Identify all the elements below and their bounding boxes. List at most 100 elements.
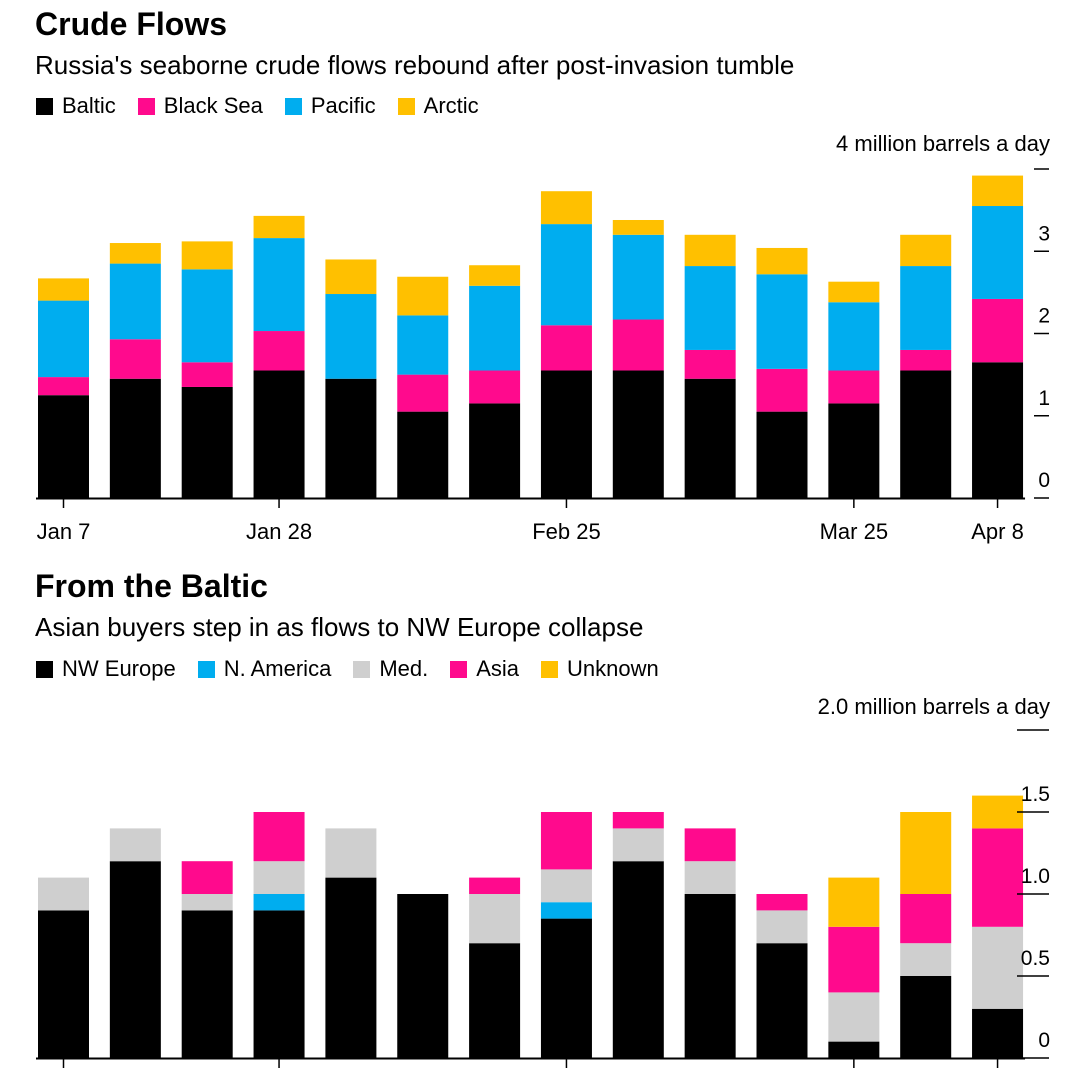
legend-swatch-arctic — [397, 97, 415, 115]
legend-item-n-america: N. America — [197, 656, 332, 681]
legend-item-unknown: Unknown — [541, 658, 659, 680]
y-tick-label-0-5: 0.5 — [1021, 947, 1050, 970]
bar-med-mar-18 — [756, 910, 808, 944]
legend-swatch-med — [353, 660, 371, 678]
bar-nw-europe-feb-18 — [469, 943, 521, 1058]
bar-unknown-apr-8 — [972, 795, 1024, 829]
bar-arctic-mar-25 — [828, 281, 880, 303]
legend-label-pacific: Pacific — [310, 93, 376, 118]
bar-baltic-jan-7 — [38, 395, 89, 498]
bar-black-sea-mar-4 — [612, 319, 664, 371]
chart-2-plot: 0 0.5 1.0 1.5 — [36, 729, 1050, 1068]
legend-label-asia: Asia — [476, 656, 520, 681]
y-tick-label-3: 3 — [1038, 222, 1050, 245]
bar-black-sea-feb-25 — [540, 325, 592, 371]
bar-pacific-jan-21 — [181, 269, 233, 363]
y-tick-label-1-0: 1.0 — [1021, 865, 1050, 888]
bar-pacific-mar-18 — [756, 274, 808, 369]
legend-label-n-america: N. America — [223, 656, 332, 681]
bar-med-feb-18 — [469, 894, 521, 944]
bar-med-mar-4 — [612, 828, 664, 862]
bar-med-mar-11 — [684, 861, 736, 894]
chart-1-plot: Jan 7 Jan 28 Feb 25 Mar 25 Apr 8 0 1 2 3 — [36, 168, 1050, 544]
bar-black-sea-feb-18 — [469, 370, 521, 404]
bar-pacific-feb-11 — [397, 315, 449, 375]
bar-asia-feb-25 — [540, 812, 592, 870]
bar-pacific-jan-7 — [38, 300, 89, 378]
bar-pacific-mar-11 — [684, 266, 736, 350]
bar-asia-mar-18 — [756, 894, 808, 911]
chart-2-legend: NW Europe N. America Med. Asia Unknown — [36, 658, 681, 680]
bar-nw-europe-mar-11 — [684, 894, 736, 1058]
bar-med-feb-4 — [325, 828, 377, 878]
bar-arctic-mar-11 — [684, 234, 736, 267]
bar-arctic-jan-21 — [181, 241, 233, 270]
legend-label-med: Med. — [379, 656, 429, 681]
bar-asia-feb-18 — [469, 877, 521, 894]
bar-unknown-apr-1 — [900, 812, 952, 894]
bar-arctic-jan-28 — [253, 215, 305, 239]
bar-black-sea-mar-11 — [684, 349, 736, 379]
bar-black-sea-jan-28 — [253, 331, 305, 371]
chart-2-unit-label: 2.0 million barrels a day — [817, 694, 1050, 719]
bar-nw-europe-mar-4 — [612, 861, 664, 1058]
bar-nw-europe-feb-25 — [540, 918, 592, 1058]
bar-black-sea-apr-1 — [900, 349, 952, 371]
bar-arctic-feb-4 — [325, 259, 377, 295]
bar-nw-europe-jan-14 — [109, 861, 161, 1058]
bar-med-mar-25 — [828, 992, 880, 1042]
chart-2-subtitle: Asian buyers step in as flows to NW Euro… — [35, 612, 644, 642]
legend-swatch-baltic — [36, 97, 53, 115]
bar-nw-europe-jan-7 — [38, 910, 89, 1058]
y-tick-label-0: 0 — [1038, 1029, 1050, 1052]
legend-item-pacific: Pacific — [284, 93, 376, 118]
x-tick-label-mar-25: Mar 25 — [820, 519, 888, 544]
bar-pacific-apr-8 — [972, 206, 1024, 299]
bar-arctic-mar-4 — [612, 219, 664, 235]
y-tick-label-2: 2 — [1038, 305, 1050, 328]
legend-swatch-pacific — [284, 97, 302, 115]
bar-nw-europe-mar-18 — [756, 943, 808, 1058]
bar-arctic-feb-18 — [469, 265, 521, 286]
bar-nw-europe-feb-11 — [397, 894, 449, 1058]
legend-swatch-nw-europe — [36, 660, 53, 678]
legend-item-med: Med. — [353, 658, 428, 680]
bar-baltic-apr-1 — [900, 370, 952, 498]
legend-label-black-sea: Black Sea — [163, 93, 263, 118]
x-tick-label-jan-7: Jan 7 — [37, 519, 91, 544]
bar-nw-europe-jan-21 — [181, 910, 233, 1058]
legend-item-black-sea: Black Sea — [137, 93, 263, 118]
bar-black-sea-feb-11 — [397, 374, 449, 412]
bar-pacific-jan-14 — [109, 263, 161, 340]
bar-black-sea-apr-8 — [972, 298, 1024, 363]
bar-pacific-feb-4 — [325, 294, 377, 379]
bar-black-sea-jan-14 — [109, 339, 161, 379]
bar-baltic-apr-8 — [972, 362, 1024, 498]
bar-arctic-feb-11 — [397, 276, 449, 316]
bar-pacific-mar-25 — [828, 302, 880, 371]
x-tick-label-apr-8: Apr 8 — [971, 519, 1024, 544]
bar-med-feb-25 — [540, 869, 592, 903]
bar-pacific-apr-1 — [900, 266, 952, 350]
bar-med-apr-8 — [972, 926, 1024, 1009]
bar-baltic-jan-14 — [109, 378, 161, 498]
bar-baltic-feb-4 — [325, 378, 377, 498]
bar-asia-mar-25 — [828, 926, 880, 993]
bar-med-jan-28 — [253, 861, 305, 894]
bar-arctic-apr-8 — [972, 175, 1024, 207]
legend-item-asia: Asia — [450, 658, 519, 680]
legend-swatch-n-america — [197, 660, 215, 678]
chart-1-legend: Baltic Black Sea Pacific Arctic — [36, 95, 501, 117]
bar-unknown-mar-25 — [828, 877, 880, 927]
chart-1-subtitle: Russia's seaborne crude flows rebound af… — [35, 50, 795, 80]
bar-nw-europe-apr-8 — [972, 1008, 1024, 1058]
bar-asia-mar-4 — [612, 812, 664, 829]
bar-nw-europe-feb-4 — [325, 877, 377, 1058]
legend-item-baltic: Baltic — [36, 95, 116, 117]
x-tick-label-jan-28: Jan 28 — [246, 519, 312, 544]
bar-asia-mar-11 — [684, 828, 736, 862]
bar-baltic-mar-11 — [684, 378, 736, 498]
bar-black-sea-mar-18 — [756, 368, 808, 412]
bar-n-america-feb-25 — [540, 902, 592, 919]
bar-arctic-jan-7 — [38, 278, 89, 301]
